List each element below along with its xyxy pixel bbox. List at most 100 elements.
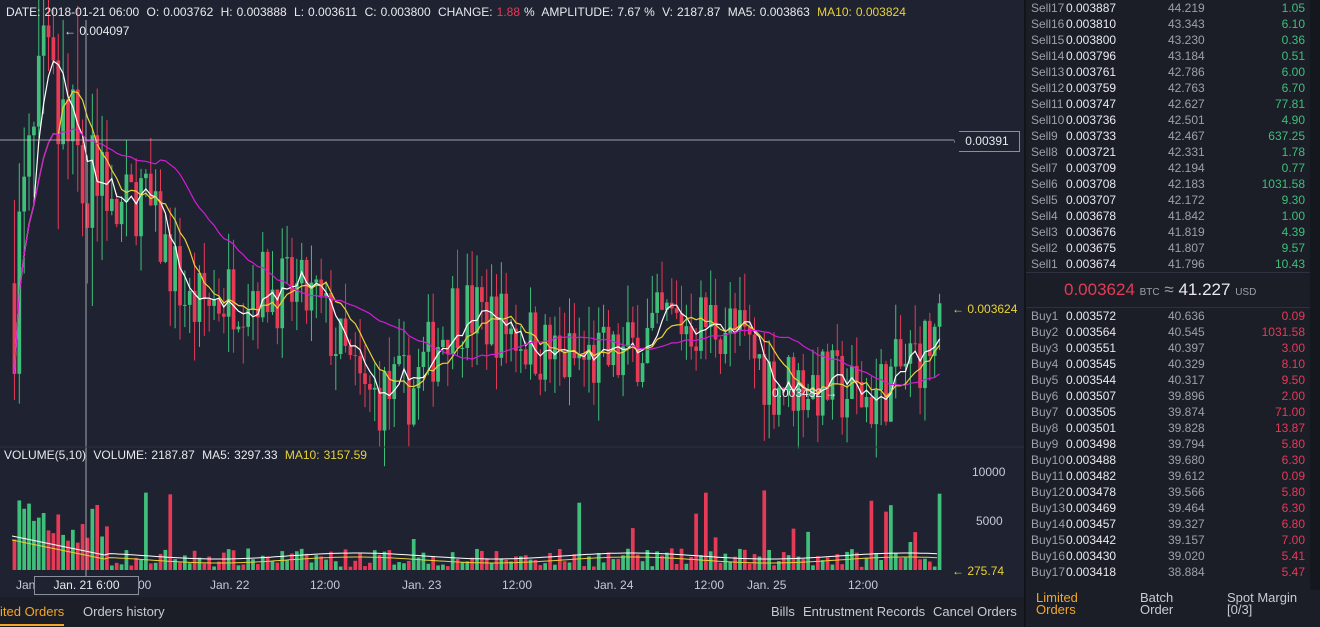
buy-order-row[interactable]: Buy3 0.003551 40.397 3.00 <box>1026 340 1310 356</box>
candle-body <box>402 355 406 357</box>
buy-order-amount: 2.00 <box>1281 389 1305 403</box>
volume-bar <box>504 559 509 570</box>
sell-order-row[interactable]: Sell2 0.003675 41.807 9.57 <box>1026 240 1310 256</box>
sell-order-row[interactable]: Sell6 0.003708 42.183 1031.58 <box>1026 176 1310 192</box>
buy-order-row[interactable]: Buy6 0.003507 39.896 2.00 <box>1026 388 1310 404</box>
buy-order-row[interactable]: Buy17 0.003418 38.884 5.47 <box>1026 564 1310 580</box>
buy-order-row[interactable]: Buy1 0.003572 40.636 0.09 <box>1026 308 1310 324</box>
buy-order-row[interactable]: Buy7 0.003505 39.874 71.00 <box>1026 404 1310 420</box>
volume-bar <box>348 566 353 570</box>
sell-order-row[interactable]: Sell14 0.003796 43.184 0.51 <box>1026 48 1310 64</box>
sell-order-usd: 41.796 <box>1168 257 1205 271</box>
volume-bar <box>713 537 718 570</box>
volume-bar <box>187 563 192 570</box>
candle-body <box>129 174 134 183</box>
kline-chart-panel[interactable]: DATE: 2018-01-21 06:00 O: 0.003762 H: 0.003… <box>0 0 1024 597</box>
buy-order-row[interactable]: Buy8 0.003501 39.828 13.87 <box>1026 420 1310 436</box>
panel-divider[interactable] <box>1024 0 1026 627</box>
candle-body <box>781 387 786 390</box>
buy-order-row[interactable]: Buy16 0.003430 39.020 5.41 <box>1026 548 1310 564</box>
sell-order-price: 0.003707 <box>1066 193 1117 207</box>
x-tick-00: 00 <box>138 578 152 592</box>
volume-bar <box>192 550 197 570</box>
ma10-value: 0.003824 <box>855 5 906 19</box>
sell-order-amount: 10.43 <box>1274 257 1305 271</box>
tab-limited-orders[interactable]: ited Orders <box>0 604 65 626</box>
kline-svg[interactable] <box>0 0 1024 597</box>
volume-bar <box>12 539 17 570</box>
volume-ma10-line <box>11 539 938 564</box>
sell-order-row[interactable]: Sell15 0.003800 43.230 0.36 <box>1026 32 1310 48</box>
buy-order-row[interactable]: Buy14 0.003457 39.327 6.80 <box>1026 516 1310 532</box>
volume-bar <box>738 548 742 570</box>
volume-bar <box>431 556 436 570</box>
sell-order-row[interactable]: Sell9 0.003733 42.467 637.25 <box>1026 128 1310 144</box>
buy-order-row[interactable]: Buy5 0.003544 40.317 9.50 <box>1026 372 1310 388</box>
tab-label-line2: [0/3] <box>1227 602 1253 617</box>
orderbook-scrollbar[interactable] <box>1310 0 1320 590</box>
tab-batch-order[interactable]: Batch Order <box>1140 591 1220 616</box>
candle-body <box>572 333 577 359</box>
volume-bar <box>358 552 362 570</box>
buy-order-row[interactable]: Buy10 0.003488 39.680 6.30 <box>1026 452 1310 468</box>
candle-body <box>119 201 124 225</box>
sell-order-row[interactable]: Sell17 0.003887 44.219 1.05 <box>1026 0 1310 16</box>
buy-order-row[interactable]: Buy11 0.003482 39.612 0.09 <box>1026 468 1310 484</box>
volume-bar <box>665 552 669 570</box>
volume-bar <box>850 549 854 570</box>
volume-bar <box>874 553 879 570</box>
candle-body <box>207 299 212 306</box>
volume-bar <box>148 563 153 570</box>
candle-body <box>509 328 513 335</box>
sell-order-row[interactable]: Sell12 0.003759 42.763 6.70 <box>1026 80 1310 96</box>
volume-bar <box>465 561 470 570</box>
sell-order-row[interactable]: Sell5 0.003707 42.172 9.30 <box>1026 192 1310 208</box>
buy-order-row[interactable]: Buy2 0.003564 40.545 1031.58 <box>1026 324 1310 340</box>
candle-body <box>538 373 543 380</box>
candle-body <box>100 151 104 196</box>
candle-body <box>90 135 95 228</box>
cancel-orders-link[interactable]: Cancel Orders <box>933 604 1017 619</box>
buy-order-row[interactable]: Buy15 0.003442 39.157 7.00 <box>1026 532 1310 548</box>
tab-limited-orders-right[interactable]: Limited Orders <box>1036 591 1116 616</box>
volume-bar <box>105 526 109 570</box>
tab-spot-margin[interactable]: Spot Margin [0/3] <box>1227 591 1307 617</box>
sell-order-row[interactable]: Sell7 0.003709 42.194 0.77 <box>1026 160 1310 176</box>
candle-body <box>708 304 713 328</box>
sell-order-row[interactable]: Sell4 0.003678 41.842 1.00 <box>1026 208 1310 224</box>
buy-order-usd: 39.680 <box>1168 453 1205 467</box>
volume-bar <box>197 557 202 570</box>
volume-bar <box>548 552 552 570</box>
buy-order-row[interactable]: Buy9 0.003498 39.794 5.80 <box>1026 436 1310 452</box>
buy-order-usd: 39.612 <box>1168 469 1205 483</box>
buy-order-row[interactable]: Buy4 0.003545 40.329 8.10 <box>1026 356 1310 372</box>
sell-order-row[interactable]: Sell11 0.003747 42.627 77.81 <box>1026 96 1310 112</box>
buy-order-row[interactable]: Buy12 0.003478 39.566 5.80 <box>1026 484 1310 500</box>
sell-order-usd: 42.763 <box>1168 81 1205 95</box>
sell-order-row[interactable]: Sell13 0.003761 42.786 6.00 <box>1026 64 1310 80</box>
x-tick-1200-b: 12:00 <box>502 578 533 592</box>
candle-body <box>80 145 85 204</box>
sell-order-row[interactable]: Sell3 0.003676 41.819 4.39 <box>1026 224 1310 240</box>
bills-link[interactable]: Bills <box>771 604 795 619</box>
buy-order-usd: 40.636 <box>1168 309 1205 323</box>
candle-body <box>626 322 630 347</box>
candle-body <box>426 321 431 352</box>
approx-sign: ≈ <box>1164 280 1174 299</box>
ma5-value: 0.003863 <box>759 5 810 19</box>
sell-order-row[interactable]: Sell10 0.003736 42.501 4.90 <box>1026 112 1310 128</box>
sell-order-row[interactable]: Sell8 0.003721 42.331 1.78 <box>1026 144 1310 160</box>
sell-order-row[interactable]: Sell16 0.003810 43.343 6.10 <box>1026 16 1310 32</box>
buy-order-row[interactable]: Buy13 0.003469 39.464 6.30 <box>1026 500 1310 516</box>
candle-body <box>903 363 908 367</box>
sell-order-usd: 42.786 <box>1168 65 1205 79</box>
sell-order-row[interactable]: Sell1 0.003674 41.796 10.43 <box>1026 256 1310 272</box>
candle-body <box>840 355 845 418</box>
buy-order-price: 0.003442 <box>1066 533 1117 547</box>
sell-order-price: 0.003761 <box>1066 65 1117 79</box>
candle-body <box>562 351 567 378</box>
volume-bar <box>923 558 927 570</box>
tab-orders-history[interactable]: Orders history <box>83 604 165 619</box>
vol-label: VOLUME: <box>93 448 148 462</box>
entrustment-records-link[interactable]: Entrustment Records <box>803 604 926 619</box>
